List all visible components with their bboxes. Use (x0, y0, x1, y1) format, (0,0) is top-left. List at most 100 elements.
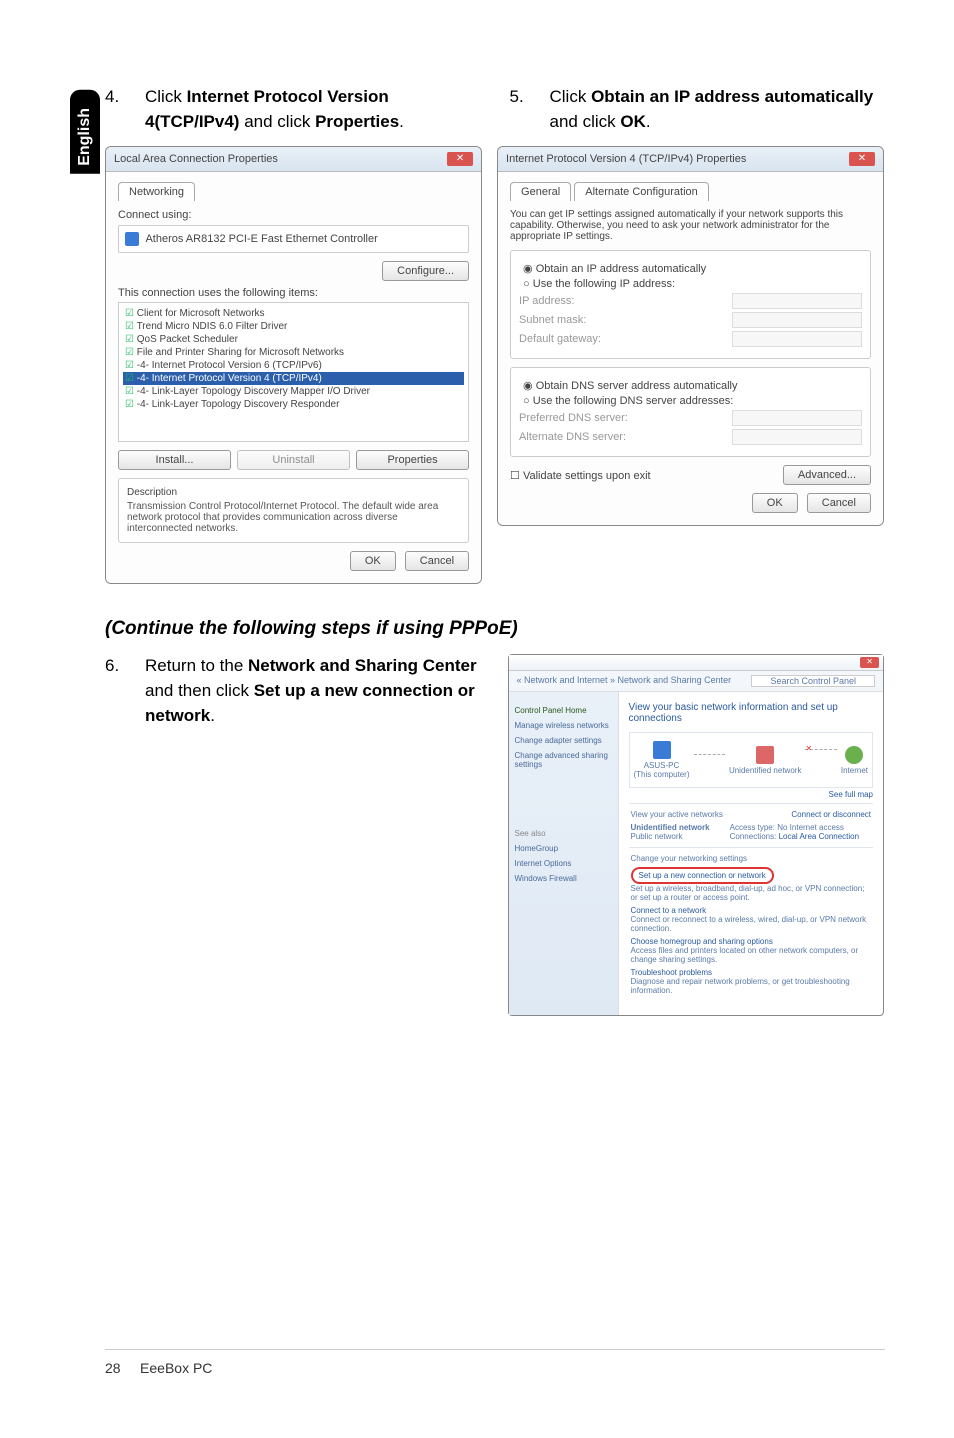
tab-general[interactable]: General (510, 182, 571, 201)
radio-use-dns[interactable]: Use the following DNS server addresses: (519, 395, 862, 407)
network-sharing-window: ✕ « Network and Internet » Network and S… (508, 654, 885, 1016)
adapter-name: Atheros AR8132 PCI-E Fast Ethernet Contr… (145, 233, 377, 245)
dns-group: Obtain DNS server address automatically … (510, 367, 871, 457)
link-line: ✕ (805, 749, 836, 759)
full-map-link[interactable]: See full map (629, 790, 874, 799)
step-4-text: Click Internet Protocol Version 4(TCP/IP… (145, 85, 480, 134)
t: Unidentified network (729, 766, 801, 775)
tab-networking[interactable]: Networking (118, 182, 195, 201)
validate-checkbox[interactable]: ☐ Validate settings upon exit (510, 469, 651, 482)
ip-blurb: You can get IP settings assigned automat… (510, 209, 871, 242)
list-item[interactable]: -4- Link-Layer Topology Discovery Mapper… (123, 385, 464, 398)
adapter-box: Atheros AR8132 PCI-E Fast Ethernet Contr… (118, 225, 469, 253)
gateway-field (732, 331, 862, 347)
label-gateway: Default gateway: (519, 333, 601, 345)
step-6-text: Return to the Network and Sharing Center… (145, 654, 480, 728)
description-text: Transmission Control Protocol/Internet P… (127, 501, 460, 534)
adapter-icon (125, 232, 139, 246)
step-4: 4. Click Internet Protocol Version 4(TCP… (105, 85, 480, 134)
dialogs: Local Area Connection Properties ✕ Netwo… (105, 146, 884, 584)
troubleshoot-link[interactable]: Troubleshoot problems (631, 968, 713, 977)
t: Internet (841, 766, 868, 775)
advanced-button[interactable]: Advanced... (783, 465, 871, 485)
list-item[interactable]: -4- Internet Protocol Version 6 (TCP/IPv… (123, 359, 464, 372)
side-link[interactable]: Change advanced sharing settings (515, 751, 612, 769)
t: . (399, 112, 404, 131)
connect-using-label: Connect using: (118, 209, 469, 221)
t: Click (145, 87, 187, 106)
sub: Set up a wireless, broadband, dial-up, a… (631, 884, 872, 902)
dialog-body: General Alternate Configuration You can … (498, 172, 883, 525)
step-6: 6. Return to the Network and Sharing Cen… (105, 654, 480, 728)
ip-group: Obtain an IP address automatically Use t… (510, 250, 871, 359)
sub: Diagnose and repair network problems, or… (631, 977, 872, 995)
close-icon[interactable]: ✕ (860, 657, 879, 668)
b: Obtain an IP address automatically (591, 87, 873, 106)
address-bar: « Network and Internet » Network and Sha… (509, 671, 884, 692)
titlebar: Local Area Connection Properties ✕ (106, 147, 481, 172)
radio-obtain-ip[interactable]: Obtain an IP address automatically (519, 262, 862, 275)
pc-icon (653, 741, 671, 759)
active-label: View your active networks (631, 810, 723, 819)
t: Link-Layer Topology Discovery Mapper I/O… (152, 386, 370, 397)
description-label: Description (127, 487, 460, 498)
see-also: See also (515, 829, 612, 838)
configure-button[interactable]: Configure... (382, 261, 469, 281)
list-item[interactable]: Client for Microsoft Networks (123, 307, 464, 320)
properties-button[interactable]: Properties (356, 450, 469, 470)
ok-button[interactable]: OK (350, 551, 396, 571)
unid-net: Unidentified network Public network (631, 823, 710, 841)
radio-obtain-dns[interactable]: Obtain DNS server address automatically (519, 379, 862, 392)
connect-disconnect-link[interactable]: Connect or disconnect (791, 810, 871, 819)
install-button[interactable]: Install... (118, 450, 231, 470)
close-icon[interactable]: ✕ (849, 152, 875, 166)
ok-button[interactable]: OK (752, 493, 798, 513)
node-pc: ASUS-PC (This computer) (634, 741, 690, 779)
lac-link[interactable]: Local Area Connection (779, 832, 860, 841)
t: . (210, 706, 215, 725)
list-item-selected[interactable]: -4- Internet Protocol Version 4 (TCP/IPv… (123, 372, 464, 385)
titlebar: Internet Protocol Version 4 (TCP/IPv4) P… (498, 147, 883, 172)
tab-alternate[interactable]: Alternate Configuration (574, 182, 709, 201)
side-link[interactable]: Change adapter settings (515, 736, 612, 745)
close-icon[interactable]: ✕ (447, 152, 473, 166)
prefdns-field (732, 410, 862, 426)
step-5: 5. Click Obtain an IP address automatica… (510, 85, 885, 134)
side-link[interactable]: HomeGroup (515, 844, 612, 853)
search-input[interactable]: Search Control Panel (751, 675, 875, 687)
cancel-button[interactable]: Cancel (807, 493, 871, 513)
change-heading: Change your networking settings (631, 854, 872, 863)
breadcrumb[interactable]: « Network and Internet » Network and Sha… (517, 675, 732, 687)
t: Validate settings upon exit (523, 470, 651, 482)
node-network: Unidentified network (729, 746, 801, 775)
altdns-field (732, 429, 862, 445)
label-subnet: Subnet mask: (519, 314, 586, 326)
step6-row: 6. Return to the Network and Sharing Cen… (105, 654, 884, 1016)
t: and click (550, 112, 621, 131)
network-map: ASUS-PC (This computer) Unidentified net… (629, 732, 874, 788)
list-item[interactable]: File and Printer Sharing for Microsoft N… (123, 346, 464, 359)
radio-use-ip[interactable]: Use the following IP address: (519, 278, 862, 290)
globe-icon (845, 746, 863, 764)
homegroup-link[interactable]: Choose homegroup and sharing options (631, 937, 773, 946)
label-altdns: Alternate DNS server: (519, 431, 626, 443)
t: Connections: (730, 832, 777, 841)
connect-network-link[interactable]: Connect to a network (631, 906, 707, 915)
list-item[interactable]: QoS Packet Scheduler (123, 333, 464, 346)
uses-items-label: This connection uses the following items… (118, 287, 469, 299)
step-5-num: 5. (510, 85, 550, 134)
label-prefdns: Preferred DNS server: (519, 412, 628, 424)
side-home[interactable]: Control Panel Home (515, 706, 612, 715)
active-networks: View your active networks Connect or dis… (629, 803, 874, 847)
t: Click (550, 87, 592, 106)
uninstall-button[interactable]: Uninstall (237, 450, 350, 470)
items-listbox[interactable]: Client for Microsoft Networks Trend Micr… (118, 302, 469, 442)
list-item[interactable]: -4- Link-Layer Topology Discovery Respon… (123, 398, 464, 411)
side-link[interactable]: Manage wireless networks (515, 721, 612, 730)
setup-connection-link[interactable]: Set up a new connection or network (631, 867, 774, 884)
cancel-button[interactable]: Cancel (405, 551, 469, 571)
side-link[interactable]: Internet Options (515, 859, 612, 868)
side-link[interactable]: Windows Firewall (515, 874, 612, 883)
lan-properties-dialog: Local Area Connection Properties ✕ Netwo… (105, 146, 482, 584)
list-item[interactable]: Trend Micro NDIS 6.0 Filter Driver (123, 320, 464, 333)
